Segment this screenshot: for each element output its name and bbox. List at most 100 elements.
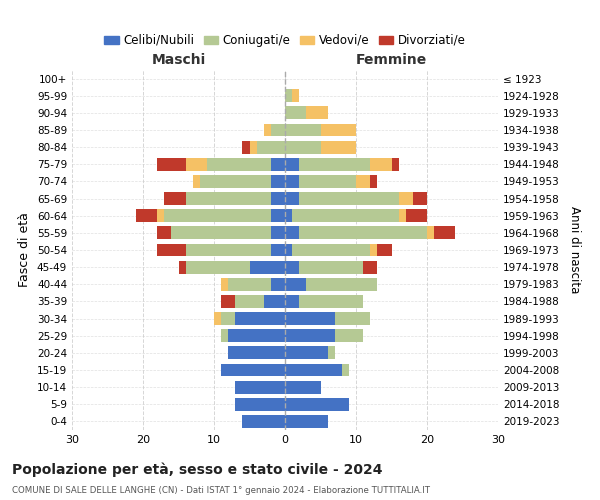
Bar xyxy=(299,192,398,205)
Text: Popolazione per età, sesso e stato civile - 2024: Popolazione per età, sesso e stato civil… xyxy=(12,462,383,477)
Text: COMUNE DI SALE DELLE LANGHE (CN) - Dati ISTAT 1° gennaio 2024 - Elaborazione TUT: COMUNE DI SALE DELLE LANGHE (CN) - Dati … xyxy=(12,486,430,495)
Bar xyxy=(179,260,185,274)
Bar xyxy=(164,192,185,205)
Bar xyxy=(271,244,285,256)
Bar xyxy=(285,295,299,308)
Bar xyxy=(285,364,342,376)
Bar xyxy=(285,226,299,239)
Bar xyxy=(193,175,200,188)
Legend: Celibi/Nubili, Coniugati/e, Vedovi/e, Divorziati/e: Celibi/Nubili, Coniugati/e, Vedovi/e, Di… xyxy=(100,29,470,52)
Bar xyxy=(221,312,235,325)
Bar xyxy=(370,244,377,256)
Bar xyxy=(250,260,285,274)
Bar xyxy=(285,260,299,274)
Bar xyxy=(164,210,271,222)
Bar xyxy=(299,226,427,239)
Bar xyxy=(285,380,320,394)
Bar xyxy=(285,244,292,256)
Bar xyxy=(406,210,427,222)
Bar xyxy=(292,90,299,102)
Bar xyxy=(285,278,307,290)
Bar xyxy=(157,226,172,239)
Bar xyxy=(285,330,335,342)
Bar xyxy=(271,210,285,222)
Bar xyxy=(320,124,356,136)
Bar xyxy=(285,140,320,153)
Bar xyxy=(185,158,207,170)
Bar xyxy=(292,210,398,222)
Bar xyxy=(157,210,164,222)
Bar xyxy=(285,210,292,222)
Bar xyxy=(136,210,157,222)
Bar xyxy=(157,158,185,170)
Bar xyxy=(228,346,285,360)
Bar xyxy=(235,380,285,394)
Bar xyxy=(398,210,406,222)
Bar xyxy=(264,295,285,308)
Bar xyxy=(221,330,228,342)
Bar xyxy=(271,192,285,205)
Bar xyxy=(157,244,185,256)
Bar xyxy=(271,278,285,290)
Bar xyxy=(257,140,285,153)
Bar xyxy=(185,192,271,205)
Bar xyxy=(356,175,370,188)
Bar xyxy=(228,330,285,342)
Bar xyxy=(299,295,363,308)
Bar xyxy=(235,398,285,410)
Bar xyxy=(185,244,271,256)
Bar xyxy=(370,175,377,188)
Bar xyxy=(335,330,363,342)
Bar xyxy=(228,278,271,290)
Bar xyxy=(363,260,377,274)
Text: Femmine: Femmine xyxy=(356,52,427,66)
Bar xyxy=(242,140,250,153)
Bar xyxy=(271,158,285,170)
Bar xyxy=(221,278,228,290)
Bar xyxy=(370,158,392,170)
Bar xyxy=(271,175,285,188)
Bar xyxy=(172,226,271,239)
Bar xyxy=(307,278,377,290)
Bar xyxy=(285,346,328,360)
Bar xyxy=(285,415,328,428)
Bar xyxy=(235,295,264,308)
Y-axis label: Fasce di età: Fasce di età xyxy=(19,212,31,288)
Text: Maschi: Maschi xyxy=(151,52,206,66)
Bar xyxy=(285,158,299,170)
Bar xyxy=(264,124,271,136)
Bar xyxy=(221,295,235,308)
Bar xyxy=(242,415,285,428)
Y-axis label: Anni di nascita: Anni di nascita xyxy=(568,206,581,294)
Bar xyxy=(427,226,434,239)
Bar xyxy=(250,140,257,153)
Bar xyxy=(392,158,398,170)
Bar xyxy=(328,346,335,360)
Bar xyxy=(285,398,349,410)
Bar xyxy=(285,312,335,325)
Bar xyxy=(434,226,455,239)
Bar xyxy=(214,312,221,325)
Bar xyxy=(292,244,370,256)
Bar xyxy=(207,158,271,170)
Bar xyxy=(285,90,292,102)
Bar xyxy=(285,106,307,120)
Bar xyxy=(307,106,328,120)
Bar xyxy=(299,260,363,274)
Bar xyxy=(299,175,356,188)
Bar xyxy=(320,140,356,153)
Bar xyxy=(271,226,285,239)
Bar xyxy=(285,124,320,136)
Bar xyxy=(285,175,299,188)
Bar xyxy=(285,192,299,205)
Bar xyxy=(377,244,392,256)
Bar xyxy=(235,312,285,325)
Bar xyxy=(342,364,349,376)
Bar xyxy=(335,312,370,325)
Bar xyxy=(221,364,285,376)
Bar xyxy=(271,124,285,136)
Bar xyxy=(185,260,250,274)
Bar xyxy=(200,175,271,188)
Bar xyxy=(413,192,427,205)
Bar xyxy=(299,158,370,170)
